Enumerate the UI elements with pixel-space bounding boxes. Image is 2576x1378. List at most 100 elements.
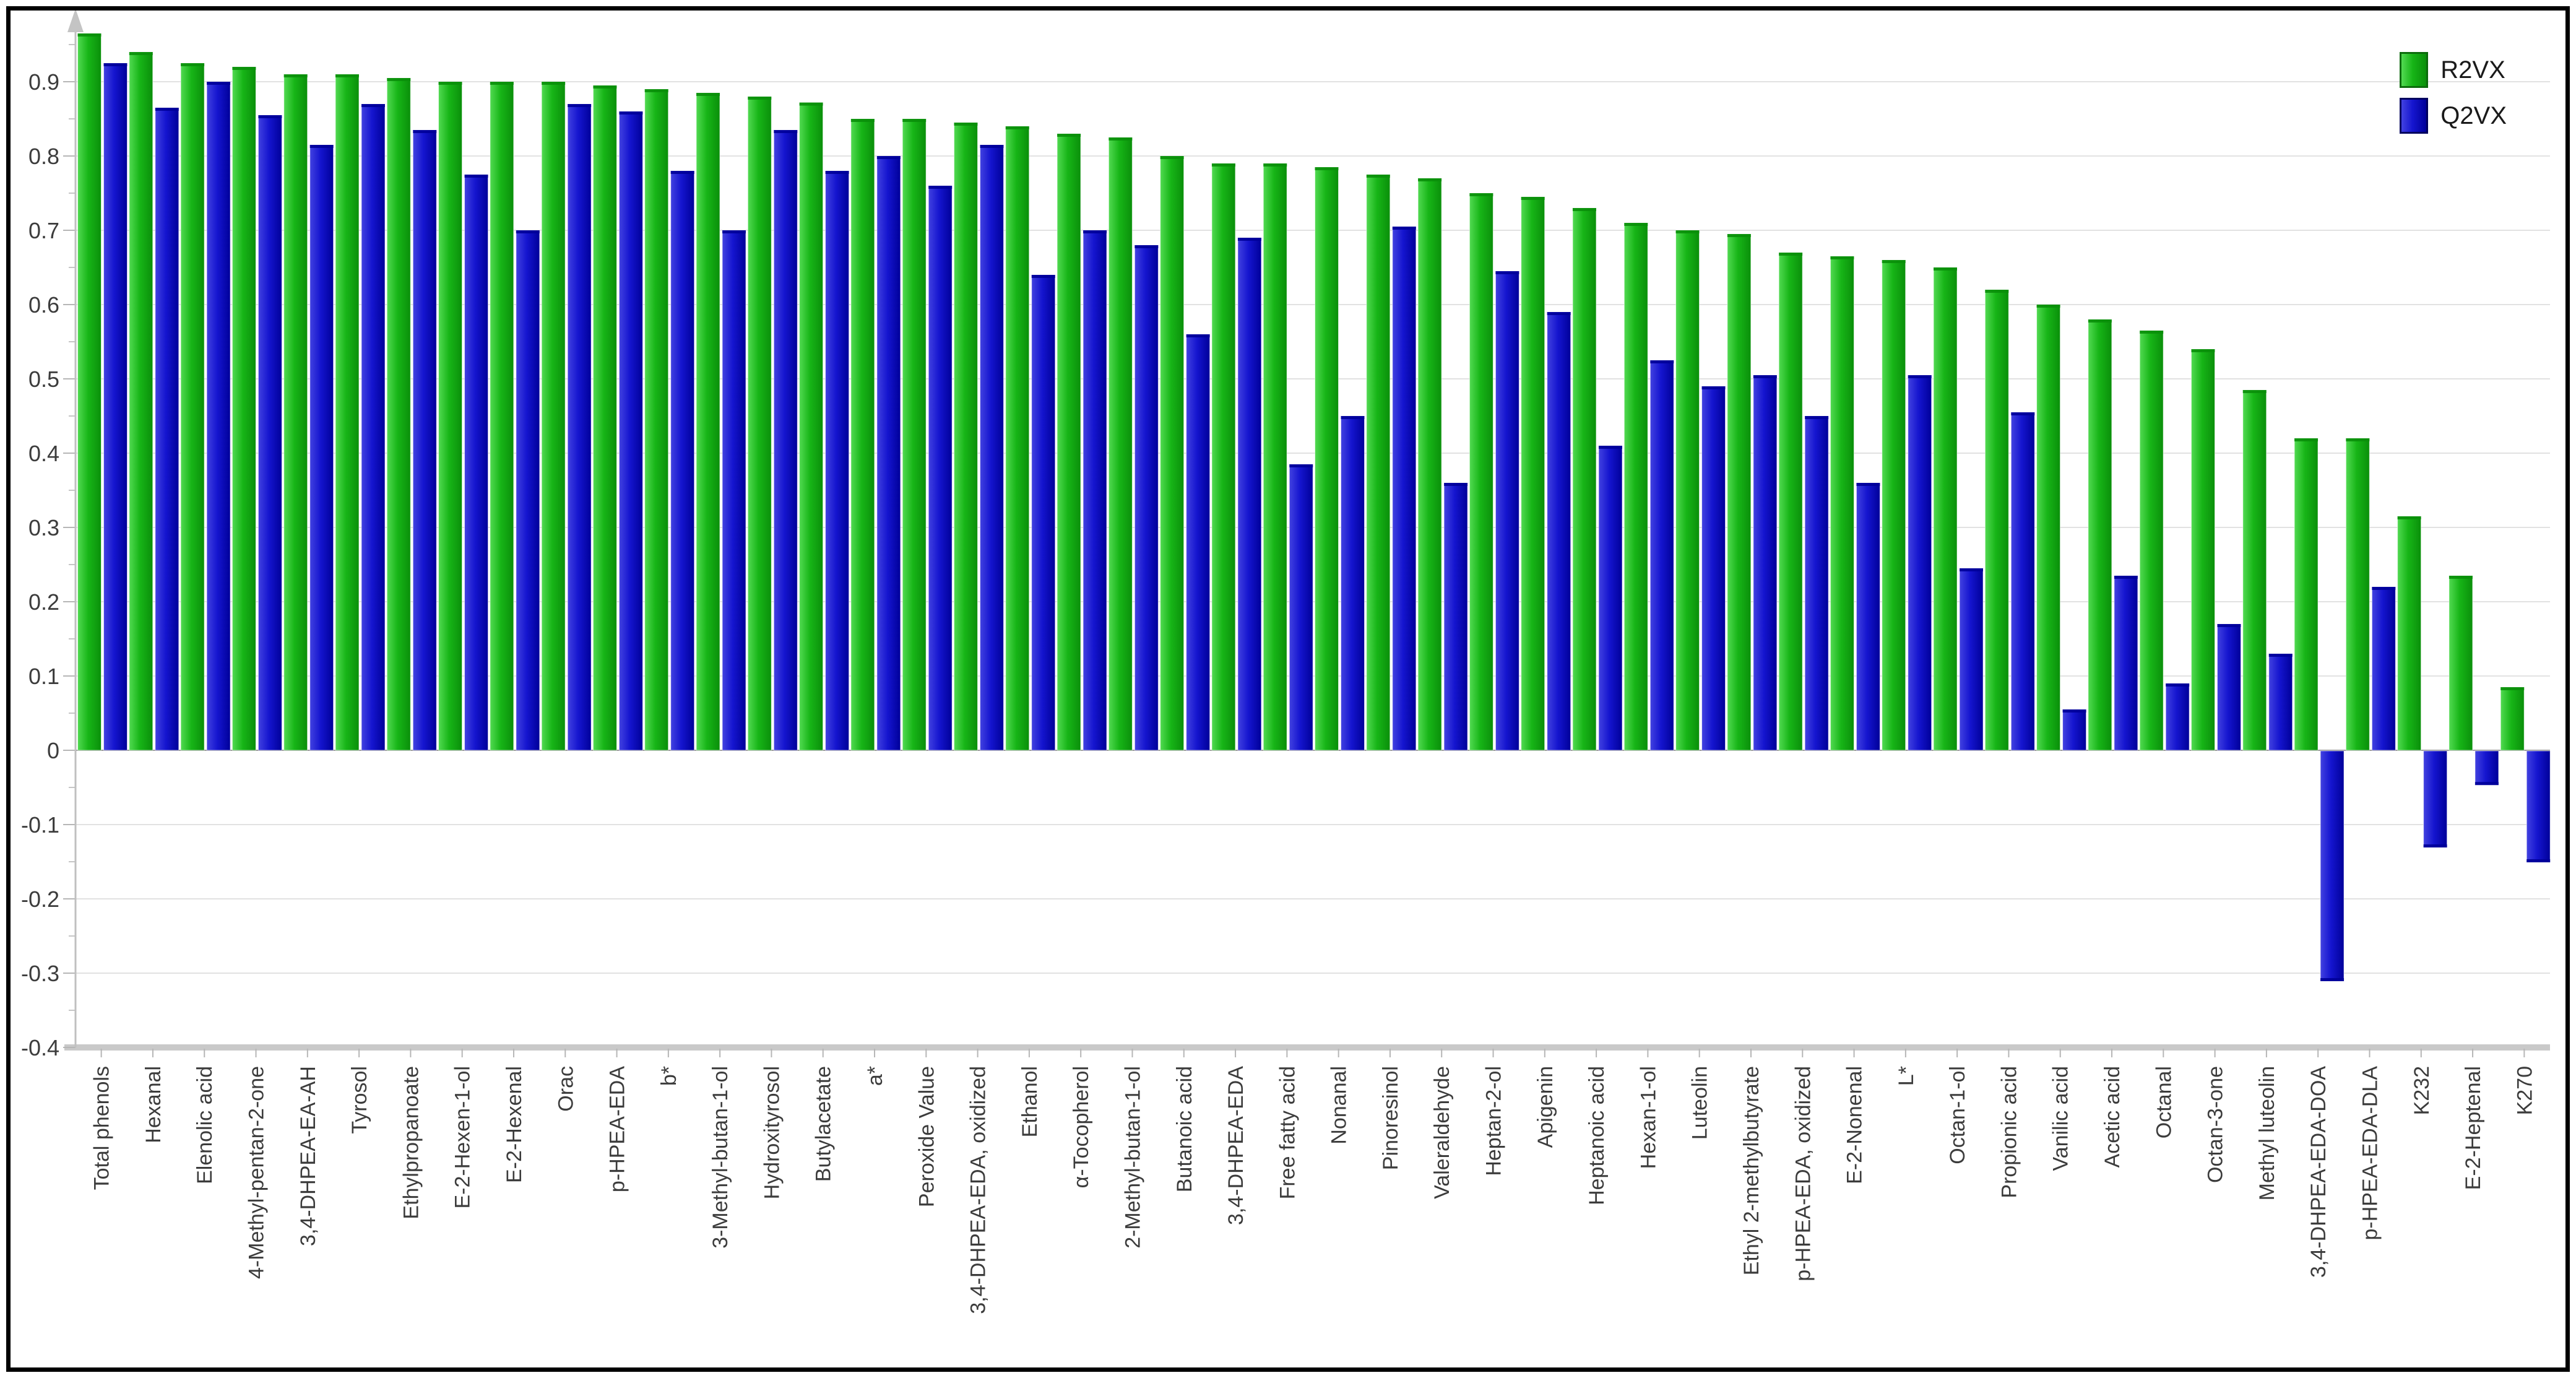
- r2vx-bar: [1830, 256, 1854, 751]
- q2vx-bar: [2268, 653, 2293, 751]
- r2vx-bar: [2242, 389, 2267, 751]
- x-category-label: Apigenin: [1534, 1066, 1557, 1148]
- q2vx-bar: [722, 230, 746, 751]
- r2vx-bar: [129, 51, 153, 751]
- bar-cap: [748, 97, 772, 100]
- q2vx-bar: [773, 129, 798, 751]
- q2vx-bar: [103, 63, 128, 751]
- bar-cap: [1701, 386, 1726, 389]
- r2vx-bar: [696, 92, 720, 751]
- bar-cap: [129, 52, 153, 55]
- bar-cap: [542, 82, 566, 85]
- bar-cap: [2346, 438, 2370, 441]
- r2vx-bar: [644, 89, 669, 751]
- y-tick-label: -0.4: [21, 1035, 59, 1060]
- x-category-label: 3,4-DHPEA-EDA-DOA: [2307, 1066, 2330, 1278]
- r2vx-bar: [1572, 207, 1597, 751]
- x-category-label: Luteolin: [1688, 1066, 1712, 1140]
- bar-cap: [1598, 446, 1622, 449]
- r2vx-bar: [438, 81, 463, 751]
- r2vx-bar: [1521, 196, 1545, 751]
- bar-cap: [1341, 416, 1365, 419]
- bar-cap: [1985, 290, 2009, 293]
- bar-cap: [1418, 178, 1442, 181]
- r2vx-bar: [850, 118, 875, 751]
- q2vx-bar: [1031, 274, 1056, 751]
- q2vx-bar: [2371, 586, 2396, 751]
- r2vx-bar: [2448, 575, 2473, 751]
- x-category-label: Hexanal: [142, 1066, 165, 1143]
- q2vx-bar: [1186, 334, 1211, 751]
- bar-cap: [928, 186, 953, 189]
- q2vx-bar: [567, 103, 592, 751]
- q2vx-bar: [670, 170, 695, 751]
- q2vx-bar: [1856, 482, 1880, 751]
- x-category-label: K270: [2513, 1066, 2536, 1115]
- bar-cap: [258, 115, 282, 118]
- r2vx-bar: [1984, 289, 2009, 751]
- r2vx-bar: [2500, 687, 2525, 751]
- r2vx-bar: [1263, 163, 1287, 751]
- q2vx-bar: [309, 144, 334, 751]
- r2vx-bar: [1160, 155, 1185, 751]
- x-category-label: Vanilic acid: [2049, 1066, 2073, 1171]
- bar-cap: [2242, 390, 2267, 393]
- bar-cap: [2062, 709, 2086, 713]
- q2vx-bar: [516, 230, 540, 751]
- r2vx-bar: [180, 63, 205, 751]
- q2vx-bar: [1134, 245, 1159, 751]
- x-category-label: Propionic acid: [1997, 1066, 2021, 1198]
- y-tick-label: 0.2: [28, 589, 59, 615]
- x-category-label: Hydroxityrosol: [760, 1066, 784, 1199]
- bar-cap: [1805, 416, 1829, 419]
- r2vx-bar: [902, 118, 927, 751]
- r2vx-bar: [1933, 267, 1958, 751]
- bar-cap: [1624, 223, 1648, 226]
- y-tick-label: 0.4: [28, 441, 59, 466]
- q2vx-bar: [1495, 271, 1519, 751]
- x-category-label: 3-Methyl-butan-1-ol: [709, 1066, 732, 1249]
- q2vx-bar: [2320, 750, 2345, 982]
- x-category-label: Tyrosol: [348, 1066, 371, 1134]
- r2vx-bar: [2036, 304, 2061, 751]
- r2vx-bar: [1469, 193, 1493, 751]
- bar-cap: [1392, 227, 1416, 230]
- bar-cap: [1521, 197, 1545, 200]
- q2vx-bar: [1598, 445, 1623, 751]
- q2vx-bar: [464, 174, 489, 751]
- y-tick-label: -0.2: [21, 886, 59, 912]
- q2vx-bar: [2216, 623, 2241, 751]
- q2vx-bar: [825, 170, 850, 751]
- bar-cap: [980, 145, 1004, 148]
- y-tick-label: 0.9: [28, 69, 59, 95]
- x-category-label: E-2-Heptenal: [2461, 1066, 2485, 1190]
- y-tick-label: -0.3: [21, 961, 59, 986]
- legend-label-q2vx: Q2VX: [2440, 102, 2507, 129]
- bar-cap: [1830, 256, 1854, 259]
- q2vx-bar: [2474, 750, 2499, 786]
- legend-item-q2vx: Q2VX: [2400, 98, 2507, 134]
- bar-cap: [1960, 568, 1983, 571]
- bar-cap: [1753, 375, 1777, 378]
- y-tick-label: -0.1: [21, 812, 59, 838]
- r2vx-bar: [2139, 330, 2164, 751]
- x-category-label: Ethanol: [1018, 1066, 1042, 1137]
- r2vx-bar: [77, 33, 102, 751]
- x-category-label: Octan-1-ol: [1946, 1066, 1969, 1164]
- r2vx-bar: [541, 81, 566, 751]
- x-category-label: 3,4-DHPEA-EDA: [1224, 1066, 1248, 1225]
- y-tick-label: 0.6: [28, 292, 59, 318]
- bar-cap: [954, 123, 978, 126]
- bar-cap: [155, 108, 179, 111]
- bar-cap: [825, 171, 849, 174]
- x-category-label: Nonanal: [1328, 1066, 1351, 1145]
- bar-cap: [181, 63, 205, 66]
- bar-cap: [593, 85, 617, 89]
- r2vx-swatch-icon: [2400, 52, 2429, 88]
- q2vx-bar: [1753, 375, 1778, 751]
- q2vx-bar: [1701, 386, 1726, 751]
- y-tick-label: 0.1: [28, 664, 59, 689]
- r2vx-bar: [1727, 233, 1752, 751]
- bar-cap: [1650, 360, 1674, 363]
